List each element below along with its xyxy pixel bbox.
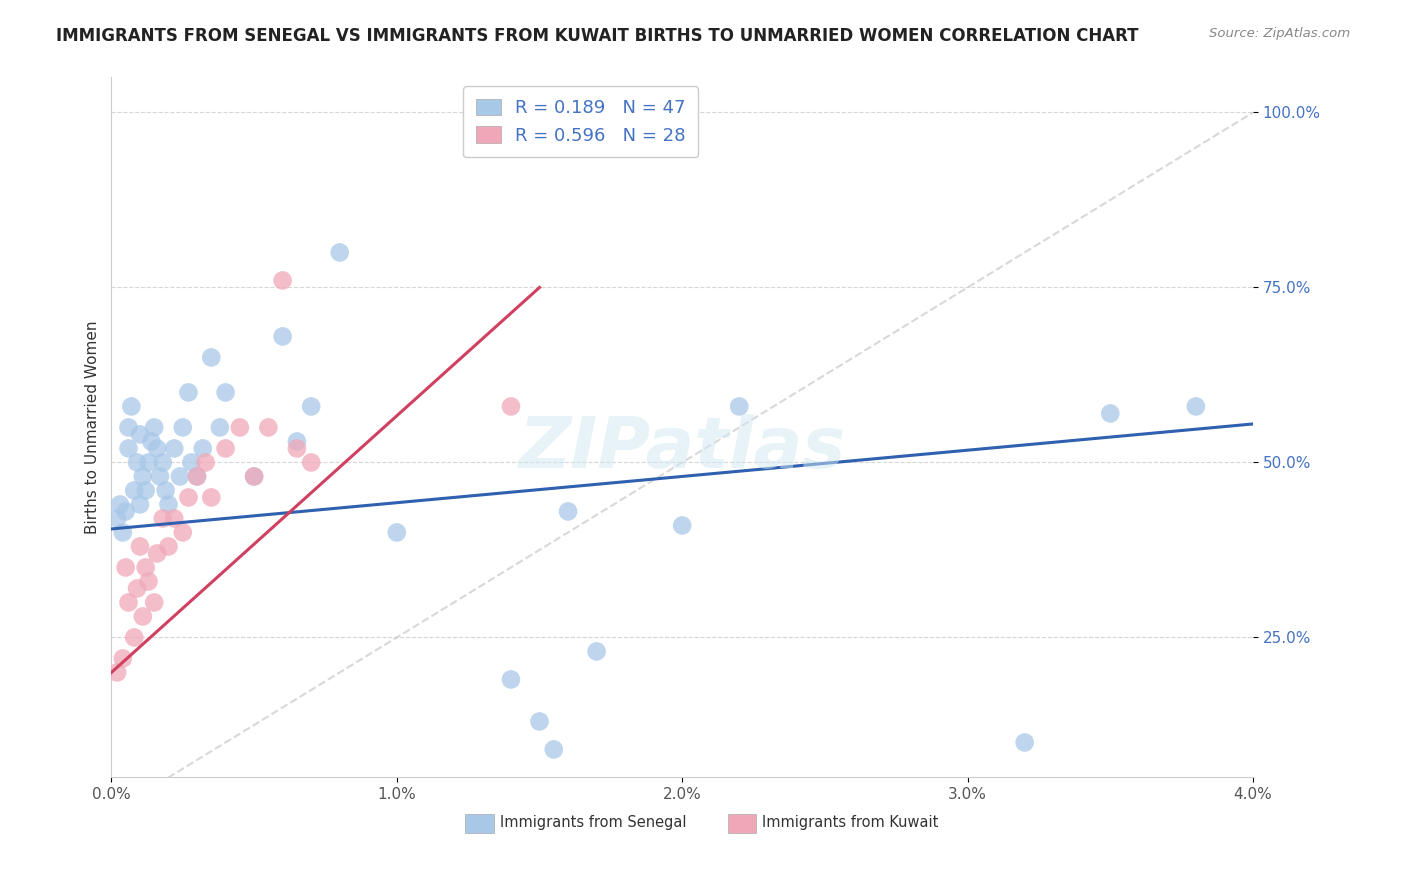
Text: Immigrants from Kuwait: Immigrants from Kuwait	[762, 815, 938, 830]
Point	[299, 455, 322, 469]
Point	[146, 546, 169, 560]
Point	[243, 469, 266, 483]
Point	[186, 469, 208, 483]
Point	[285, 442, 308, 456]
Point	[146, 442, 169, 456]
Point	[155, 483, 177, 498]
Point	[143, 420, 166, 434]
Point	[122, 631, 145, 645]
Point	[557, 504, 579, 518]
Point	[200, 491, 222, 505]
Point	[585, 644, 607, 658]
Point	[285, 434, 308, 449]
Point	[122, 483, 145, 498]
Point	[180, 455, 202, 469]
Point	[169, 469, 191, 483]
Point	[152, 511, 174, 525]
Point	[111, 525, 134, 540]
Point	[543, 742, 565, 756]
Point	[385, 525, 408, 540]
Point	[157, 498, 180, 512]
Point	[671, 518, 693, 533]
Point	[172, 420, 194, 434]
Point	[135, 560, 157, 574]
Point	[214, 385, 236, 400]
Point	[172, 525, 194, 540]
Point	[194, 455, 217, 469]
Point	[191, 442, 214, 456]
Point	[229, 420, 252, 434]
Point	[177, 385, 200, 400]
Point	[1099, 407, 1122, 421]
Point	[129, 427, 152, 442]
Point	[138, 574, 160, 589]
Point	[117, 595, 139, 609]
Point	[141, 434, 163, 449]
Legend: R = 0.189   N = 47, R = 0.596   N = 28: R = 0.189 N = 47, R = 0.596 N = 28	[463, 87, 699, 157]
Point	[132, 609, 155, 624]
Bar	[465, 814, 494, 833]
Point	[149, 469, 172, 483]
Point	[728, 400, 751, 414]
Point	[499, 673, 522, 687]
Point	[129, 498, 152, 512]
Point	[1014, 735, 1036, 749]
Point	[271, 329, 294, 343]
Point	[152, 455, 174, 469]
Point	[111, 651, 134, 665]
Text: IMMIGRANTS FROM SENEGAL VS IMMIGRANTS FROM KUWAIT BIRTHS TO UNMARRIED WOMEN CORR: IMMIGRANTS FROM SENEGAL VS IMMIGRANTS FR…	[56, 27, 1139, 45]
Point	[243, 469, 266, 483]
Point	[117, 442, 139, 456]
Bar	[728, 814, 756, 833]
Point	[499, 400, 522, 414]
Point	[208, 420, 231, 434]
Point	[163, 511, 186, 525]
Point	[1185, 400, 1208, 414]
Point	[120, 400, 142, 414]
Point	[132, 469, 155, 483]
Point	[114, 560, 136, 574]
Point	[257, 420, 280, 434]
Point	[299, 400, 322, 414]
Text: Immigrants from Senegal: Immigrants from Senegal	[499, 815, 686, 830]
Point	[114, 504, 136, 518]
Point	[108, 498, 131, 512]
Point	[177, 491, 200, 505]
Point	[105, 511, 128, 525]
Point	[105, 665, 128, 680]
Y-axis label: Births to Unmarried Women: Births to Unmarried Women	[86, 321, 100, 534]
Point	[271, 273, 294, 287]
Point	[200, 351, 222, 365]
Point	[186, 469, 208, 483]
Point	[214, 442, 236, 456]
Text: Source: ZipAtlas.com: Source: ZipAtlas.com	[1209, 27, 1350, 40]
Point	[529, 714, 551, 729]
Point	[163, 442, 186, 456]
Point	[129, 540, 152, 554]
Point	[157, 540, 180, 554]
Point	[127, 455, 149, 469]
Point	[329, 245, 352, 260]
Point	[138, 455, 160, 469]
Text: ZIPatlas: ZIPatlas	[519, 414, 846, 483]
Point	[117, 420, 139, 434]
Point	[135, 483, 157, 498]
Point	[143, 595, 166, 609]
Point	[127, 582, 149, 596]
